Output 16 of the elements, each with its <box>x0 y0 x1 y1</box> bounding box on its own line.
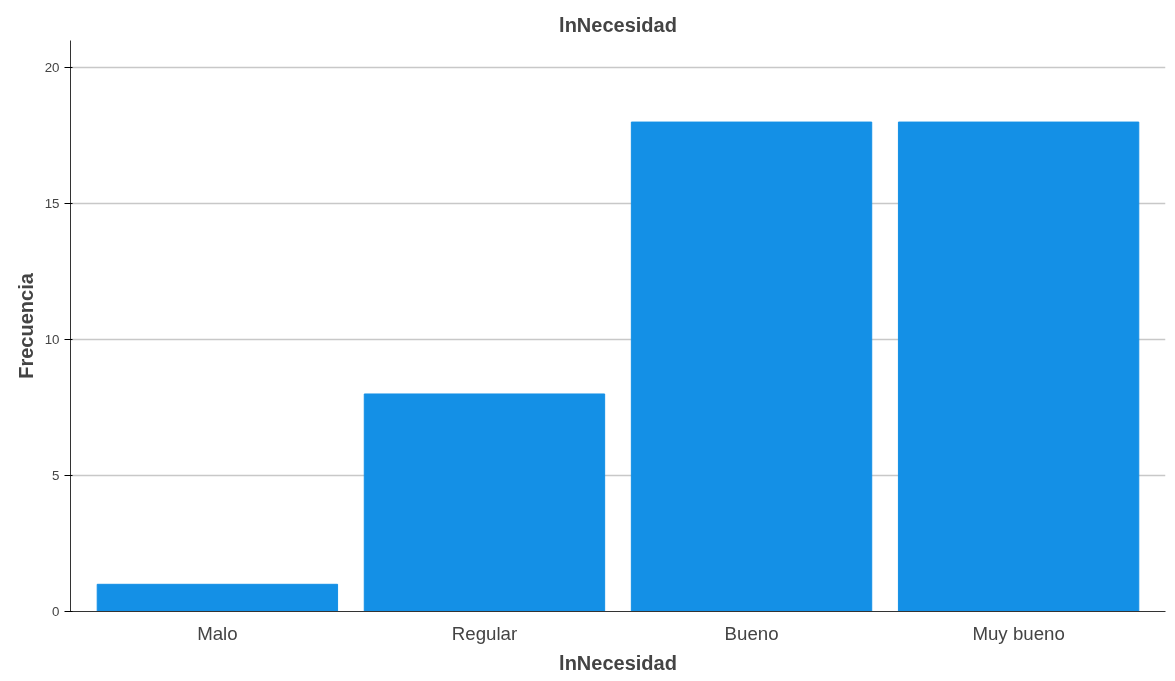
y-tick-label: 10 <box>44 332 60 348</box>
y-tick-label: 20 <box>44 60 60 76</box>
x-tick-label: Malo <box>197 622 238 644</box>
x-tick-label: Regular <box>451 622 518 644</box>
y-tick-label: 15 <box>44 196 60 212</box>
x-tick-label: Muy bueno <box>972 622 1065 644</box>
y-axis-title: Frecuencia <box>14 272 37 379</box>
x-axis-title: lnNecesidad <box>559 651 677 674</box>
x-tick-label: Bueno <box>724 622 779 644</box>
chart-title: lnNecesidad <box>559 13 677 36</box>
bar <box>630 121 873 612</box>
bar <box>363 393 606 612</box>
y-tick-label: 5 <box>52 468 60 484</box>
bar <box>96 583 339 612</box>
y-tick-label: 0 <box>52 604 60 619</box>
bar <box>897 121 1140 612</box>
